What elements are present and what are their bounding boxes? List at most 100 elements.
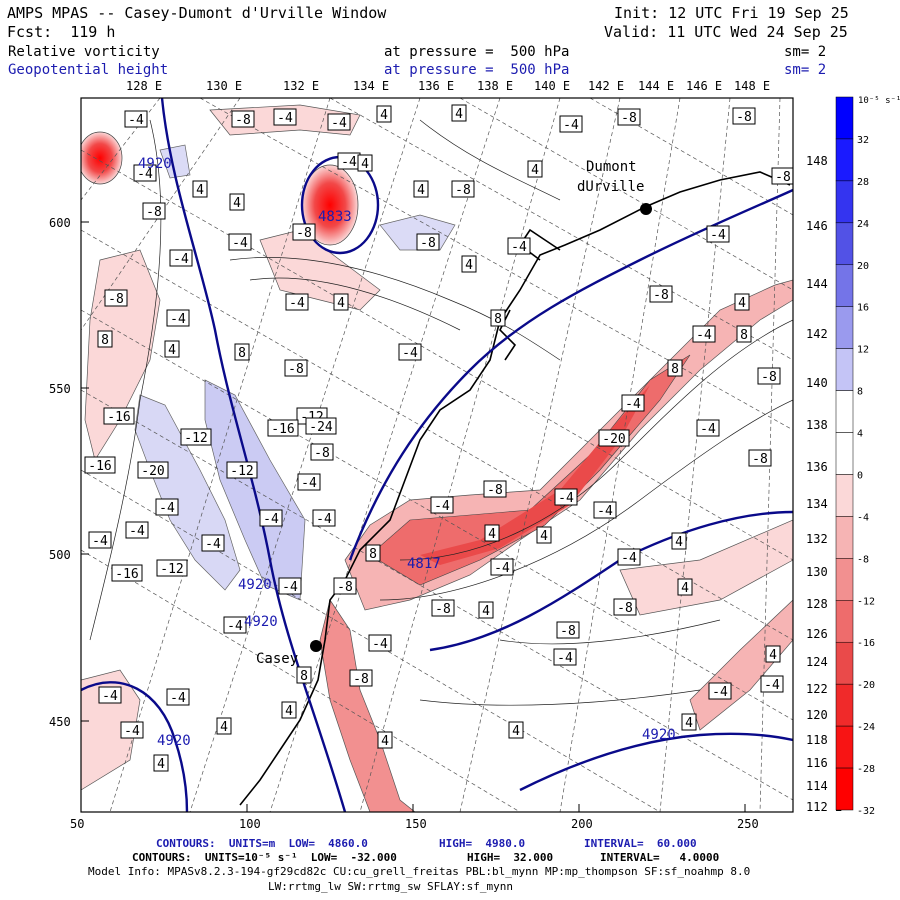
svg-text:-20: -20 xyxy=(141,464,164,479)
svg-text:8: 8 xyxy=(101,333,109,348)
contour-info-height-high: HIGH= 4980.0 xyxy=(439,837,526,850)
svg-text:-16: -16 xyxy=(88,459,111,474)
station-dumont-durville[interactable] xyxy=(640,203,652,215)
vorticity-label: -4 xyxy=(166,688,190,706)
svg-text:-4: -4 xyxy=(263,512,279,527)
svg-text:-4: -4 xyxy=(301,476,317,491)
vorticity-label: 4 xyxy=(229,193,245,211)
field2-smooth: sm= 2 xyxy=(784,62,827,78)
svg-text:-4: -4 xyxy=(764,678,780,693)
y-tick-label: 450 xyxy=(49,715,71,729)
vorticity-label: -8 xyxy=(617,108,641,126)
colorbar-tick-label: 32 xyxy=(857,135,869,146)
svg-text:-8: -8 xyxy=(420,236,436,251)
lon-top-label: 144 E xyxy=(638,79,675,93)
svg-text:-8: -8 xyxy=(736,110,752,125)
field1-level: at pressure = 500 hPa xyxy=(384,44,570,60)
height-label: 4920 xyxy=(138,156,172,172)
vorticity-label: -4 xyxy=(155,498,179,516)
vorticity-label: 4 xyxy=(478,601,494,619)
colorbar-tick-label: -32 xyxy=(857,806,875,817)
colorbar-unit: 10⁻⁵ s⁻¹ xyxy=(858,96,900,106)
contour-info-vort-interval: INTERVAL= 4.0000 xyxy=(600,851,720,864)
svg-text:-8: -8 xyxy=(653,288,669,303)
svg-text:4: 4 xyxy=(361,157,369,172)
vorticity-label: 4 xyxy=(451,104,467,122)
vorticity-label: 4 xyxy=(677,578,693,596)
colorbar-swatch xyxy=(835,390,854,433)
x-tick-label: 250 xyxy=(737,817,759,831)
contour-info-height-low: CONTOURS: UNITS=m LOW= 4860.0 xyxy=(156,837,368,850)
vorticity-label: 4 xyxy=(484,524,500,542)
vorticity-label: -24 xyxy=(305,417,337,435)
lon-top-label: 138 E xyxy=(477,79,514,93)
svg-text:-4: -4 xyxy=(700,422,716,437)
vorticity-label: -8 xyxy=(483,480,507,498)
svg-text:-4: -4 xyxy=(316,512,332,527)
colorbar-tick-label: 28 xyxy=(857,177,869,188)
svg-text:-8: -8 xyxy=(560,624,576,639)
center-label: 4833 xyxy=(318,209,352,225)
vorticity-label: -16 xyxy=(84,456,116,474)
colorbar-tick-label: 4 xyxy=(857,429,863,440)
svg-text:4: 4 xyxy=(337,296,345,311)
vorticity-label: 8 xyxy=(736,325,752,343)
vorticity-label: -16 xyxy=(103,407,135,425)
svg-text:4: 4 xyxy=(233,196,241,211)
lon-top-label: 128 E xyxy=(126,79,163,93)
vorticity-label: -8 xyxy=(104,289,128,307)
forecast-hour: Fcst: 119 h xyxy=(7,23,116,41)
vorticity-label: 4 xyxy=(164,340,180,358)
height-label: 4920 xyxy=(157,733,191,749)
vorticity-label: -4 xyxy=(125,521,149,539)
svg-text:-12: -12 xyxy=(160,562,183,577)
vorticity-label: -8 xyxy=(284,359,308,377)
svg-text:-4: -4 xyxy=(124,724,140,739)
svg-text:4: 4 xyxy=(488,527,496,542)
vorticity-label: -12 xyxy=(226,461,258,479)
vorticity-label: -8 xyxy=(292,223,316,241)
station-label-durville: dUrville xyxy=(577,179,645,195)
vorticity-label: -4 xyxy=(228,233,252,251)
center-label: 4817 xyxy=(407,556,441,572)
colorbar-swatch xyxy=(835,306,854,349)
vorticity-label: 4 xyxy=(153,754,169,772)
vorticity-label: -4 xyxy=(98,686,122,704)
svg-text:-4: -4 xyxy=(696,328,712,343)
svg-text:-4: -4 xyxy=(92,534,108,549)
svg-text:-16: -16 xyxy=(115,567,138,582)
svg-text:-8: -8 xyxy=(617,601,633,616)
svg-text:-8: -8 xyxy=(761,370,777,385)
svg-text:-4: -4 xyxy=(129,524,145,539)
svg-text:-4: -4 xyxy=(434,499,450,514)
svg-text:-8: -8 xyxy=(288,362,304,377)
vorticity-label: -20 xyxy=(137,461,169,479)
colorbar-swatch xyxy=(835,264,854,307)
vorticity-label: -16 xyxy=(267,419,299,437)
colorbar-swatch xyxy=(835,138,854,182)
field2-level: at pressure = 500 hPa xyxy=(384,62,570,78)
station-casey[interactable] xyxy=(310,640,322,652)
svg-text:4: 4 xyxy=(681,581,689,596)
svg-text:-8: -8 xyxy=(235,113,251,128)
vorticity-label: 4 xyxy=(671,532,687,550)
vorticity-label: -8 xyxy=(649,285,673,303)
vorticity-label: -8 xyxy=(142,202,166,220)
colorbar-tick-label: -12 xyxy=(857,596,875,607)
colorbar-swatch xyxy=(835,558,854,601)
vorticity-label: 4 xyxy=(376,105,392,123)
svg-text:-8: -8 xyxy=(314,446,330,461)
valid-time: Valid: 11 UTC Wed 24 Sep 25 xyxy=(604,23,848,41)
svg-text:8: 8 xyxy=(369,547,377,562)
init-time: Init: 12 UTC Fri 19 Sep 25 xyxy=(614,4,849,22)
height-label: 4920 xyxy=(642,727,676,743)
colorbar-swatch xyxy=(835,641,854,685)
svg-text:-8: -8 xyxy=(296,226,312,241)
svg-text:-4: -4 xyxy=(712,685,728,700)
vorticity-label: -8 xyxy=(732,107,756,125)
svg-text:-16: -16 xyxy=(271,422,294,437)
svg-text:-4: -4 xyxy=(170,691,186,706)
vorticity-label: -4 xyxy=(223,616,247,634)
svg-text:-12: -12 xyxy=(184,431,207,446)
colorbar-tick-label: -28 xyxy=(857,764,875,775)
